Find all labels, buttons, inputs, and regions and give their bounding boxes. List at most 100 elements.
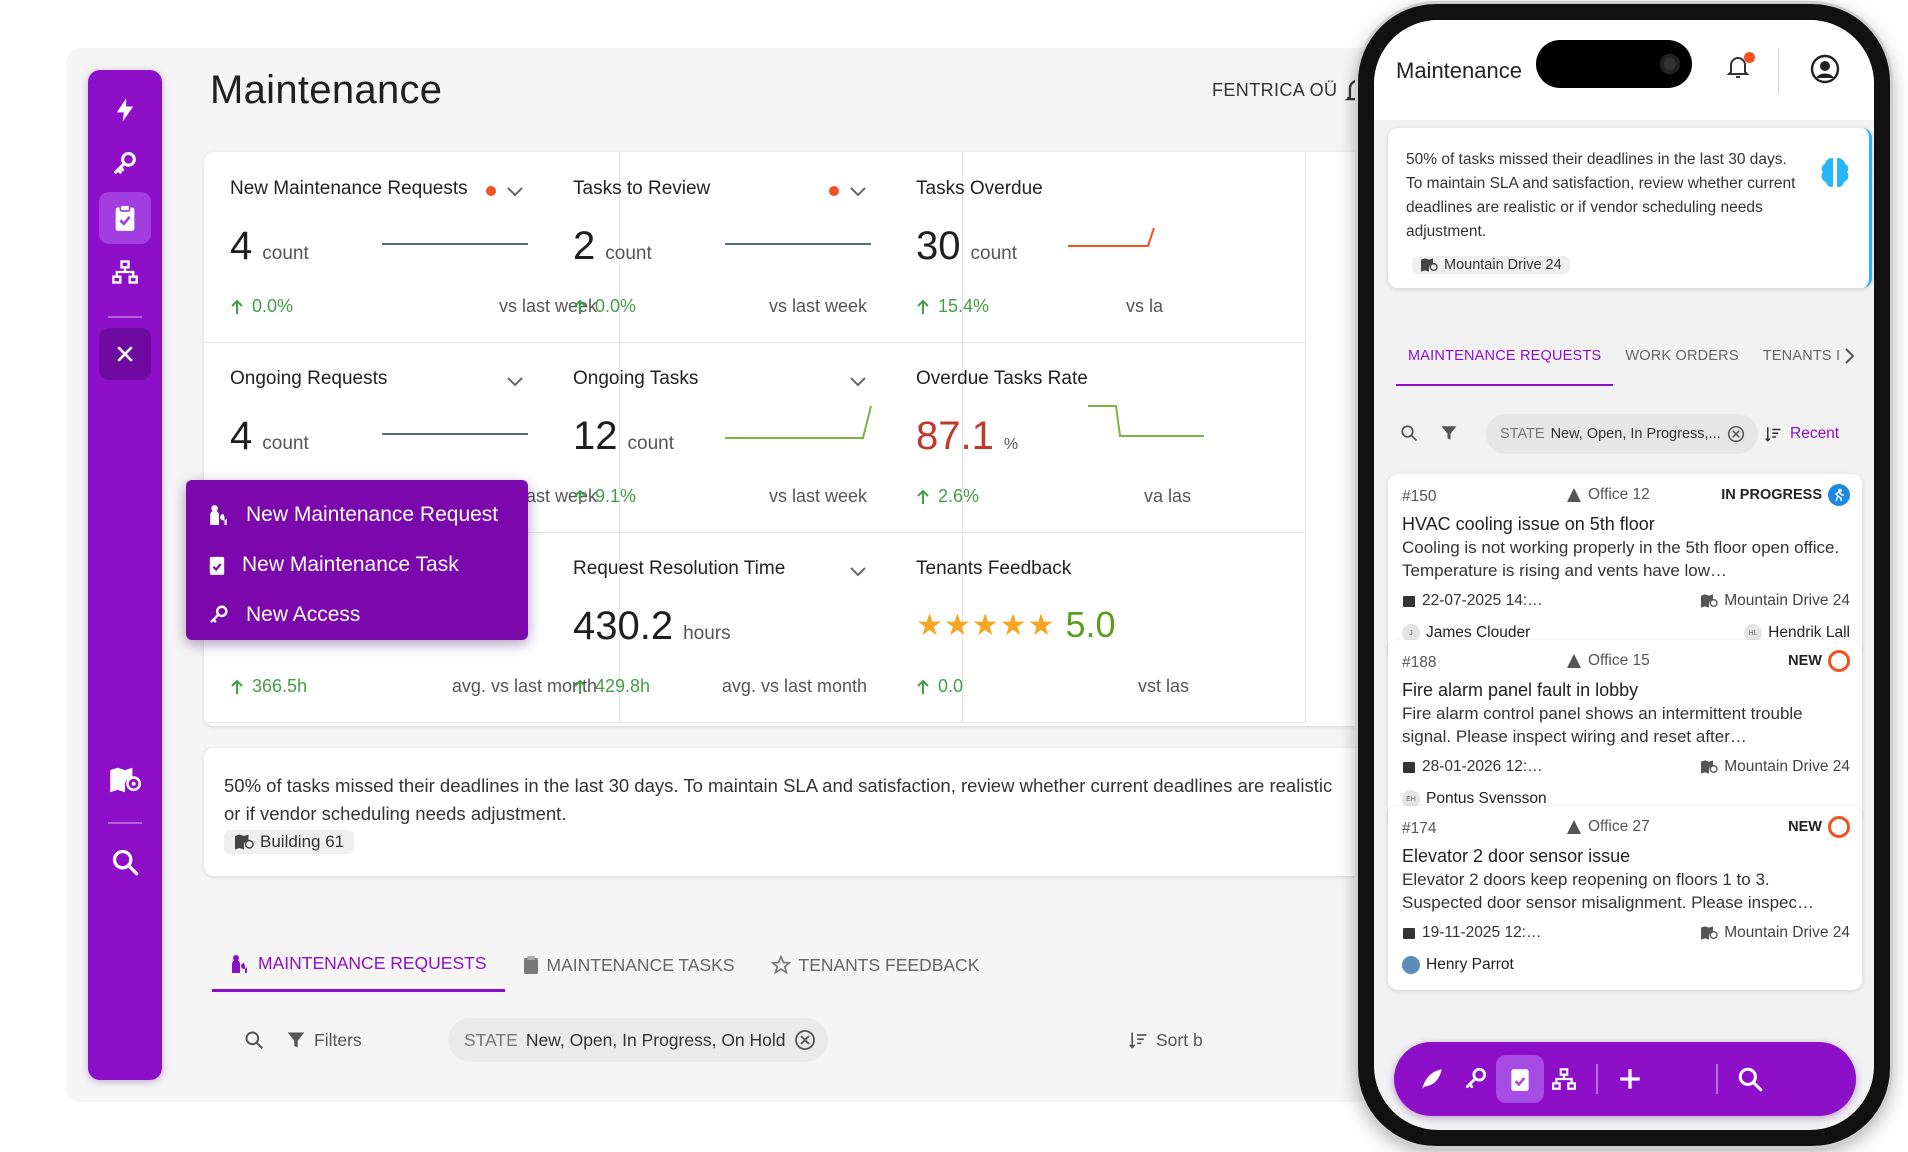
avatar: HL (1744, 624, 1763, 642)
kpi-value: 2 count (573, 224, 652, 268)
side-rail (88, 70, 162, 1080)
avatar (1402, 956, 1420, 974)
kpi-trend: 9.1% (573, 486, 636, 507)
new-status-icon (1828, 650, 1850, 672)
map-pin-icon (235, 834, 254, 850)
kpi-title: Request Resolution Time (573, 558, 786, 579)
search-icon[interactable] (1726, 1055, 1774, 1103)
request-card[interactable]: #150 Office 12 IN PROGRESS HVAC cooling … (1388, 474, 1862, 658)
user-avatar-icon[interactable] (1810, 54, 1840, 89)
map-pin-icon (1701, 926, 1718, 940)
kpi-card-tasks-to-review[interactable]: Tasks to Review 2 count 0.0% vs last week (547, 152, 963, 343)
close-icon[interactable] (99, 328, 151, 380)
insight-banner: 50% of tasks missed their deadlines in t… (204, 748, 1386, 876)
request-description: Fire alarm control panel shows an interm… (1402, 704, 1803, 746)
kpi-card-resolution-time[interactable]: Request Resolution Time 430.2 hours 429.8… (547, 532, 963, 723)
kpi-value: 30 count (916, 224, 1017, 268)
filter-icon[interactable] (1440, 424, 1458, 447)
sort-icon (1764, 427, 1781, 442)
search-icon[interactable] (99, 836, 151, 888)
sitemap-icon[interactable] (99, 246, 151, 298)
status-badge: IN PROGRESS (1721, 484, 1850, 506)
new-status-icon (1828, 816, 1850, 838)
phone-bottom-nav (1394, 1042, 1856, 1116)
kpi-card-ongoing-tasks[interactable]: Ongoing Tasks 12 count 9.1% vs last week (547, 342, 963, 533)
state-filter-chip[interactable]: STATE New, Open, In Progress,... (1486, 414, 1758, 454)
tab-maintenance-tasks[interactable]: MAINTENANCE TASKS (505, 938, 753, 992)
kpi-compare: vs last week (768, 296, 867, 316)
kpi-title: Tenants Feedback (916, 558, 1072, 579)
tab-work-orders[interactable]: WORK ORDERS (1625, 348, 1739, 364)
request-card[interactable]: #188 Office 15 NEW Fire alarm panel faul… (1388, 640, 1862, 824)
building-chip[interactable]: Mountain Drive 24 (1412, 256, 1570, 274)
sort-button[interactable]: Sort b (1128, 1018, 1203, 1062)
kpi-title: Tasks Overdue (916, 178, 1043, 199)
building-chip[interactable]: Building 61 (224, 830, 355, 854)
nav-divider (1596, 1064, 1598, 1094)
chevron-down-icon[interactable] (847, 180, 869, 207)
kpi-compare: avg. vs last month (451, 676, 597, 696)
kpi-value: 4 count (230, 414, 309, 458)
notification-dot (1744, 52, 1755, 63)
menu-item-new-maintenance-task[interactable]: New Maintenance Task (186, 540, 528, 590)
filters-button[interactable]: Filters (286, 1018, 362, 1062)
bell-icon[interactable] (1726, 54, 1750, 85)
kpi-card-overdue-rate[interactable]: Overdue Tasks Rate 87.1% 2.6% va las (890, 342, 1306, 533)
chevron-down-icon[interactable] (504, 180, 526, 207)
dynamic-island (1536, 40, 1692, 88)
organization-name[interactable]: FENTRICA OÜ (1212, 80, 1338, 100)
menu-item-new-access[interactable]: New Access (186, 590, 528, 640)
filter-icon (287, 1032, 305, 1048)
kpi-value: 12 count (573, 414, 674, 458)
menu-item-new-maintenance-request[interactable]: New Maintenance Request (186, 490, 528, 540)
sitemap-icon[interactable] (1540, 1055, 1588, 1103)
key-icon[interactable] (1452, 1055, 1500, 1103)
kpi-trend: 2.6% (916, 486, 979, 507)
chevron-down-icon[interactable] (847, 560, 869, 587)
person-wrench-icon (210, 505, 227, 525)
list-toolbar: Filters STATE New, Open, In Progress, On… (212, 1018, 1362, 1062)
kpi-card-tenants-feedback[interactable]: Tenants Feedback ★★★★★ 5.0 0.0 vst las (890, 532, 1306, 723)
map-pin-icon[interactable] (99, 754, 151, 806)
search-icon[interactable] (244, 1018, 264, 1062)
request-card[interactable]: #174 Office 27 NEW Elevator 2 door senso… (1388, 806, 1862, 990)
chevron-down-icon[interactable] (847, 370, 869, 397)
request-building: Mountain Drive 24 (1700, 758, 1850, 776)
search-icon[interactable] (1400, 424, 1418, 447)
clipboard-check-icon[interactable] (99, 192, 151, 244)
request-date: 19-11-2025 12:… (1402, 924, 1542, 942)
chevron-down-icon[interactable] (504, 370, 526, 397)
office-icon (1567, 820, 1581, 834)
header-divider (1778, 48, 1779, 94)
tab-maintenance-requests[interactable]: MAINTENANCE REQUESTS (1396, 342, 1614, 386)
tab-tenants[interactable]: TENANTS I (1762, 348, 1841, 364)
sort-recent-button[interactable]: Recent (1764, 414, 1839, 454)
request-location: Office 12 (1566, 486, 1650, 504)
tab-maintenance-requests[interactable]: MAINTENANCE REQUESTS (212, 938, 505, 992)
desktop-window: Maintenance FENTRICA OÜ New Maintenance … (66, 48, 1386, 1102)
chevron-right-icon[interactable] (1842, 346, 1856, 371)
bolt-icon[interactable] (99, 84, 151, 136)
request-number: #174 (1402, 820, 1437, 837)
key-icon[interactable] (99, 138, 151, 190)
alert-dot (829, 186, 839, 196)
sparkline (725, 243, 871, 245)
kpi-card-new-requests[interactable]: New Maintenance Requests 4 count 0.0% vs … (204, 152, 620, 343)
kpi-trend: 0.0% (230, 296, 293, 317)
request-title: Fire alarm panel fault in lobby (1402, 680, 1639, 700)
clipboard-check-icon[interactable] (1496, 1055, 1544, 1103)
add-icon[interactable] (1606, 1055, 1654, 1103)
kpi-card-tasks-overdue[interactable]: Tasks Overdue 30 count 15.4% vs la (890, 152, 1306, 343)
state-filter-chip[interactable]: STATE New, Open, In Progress, On Hold (448, 1018, 828, 1062)
clipboard-icon (523, 956, 538, 974)
kpi-compare: avg. vs last month (721, 676, 867, 696)
kpi-value: 87.1% (916, 414, 1019, 458)
sparkline (725, 405, 872, 439)
request-reporter: EH Pontus Svensson (1402, 790, 1547, 808)
tab-tenants-feedback[interactable]: TENANTS FEEDBACK (753, 938, 998, 992)
leaf-icon[interactable] (1408, 1055, 1456, 1103)
nav-divider (1716, 1064, 1718, 1094)
kpi-trend: 366.5h (230, 676, 307, 697)
phone-screen: Maintenance 50% of tasks missed their de… (1374, 20, 1874, 1130)
